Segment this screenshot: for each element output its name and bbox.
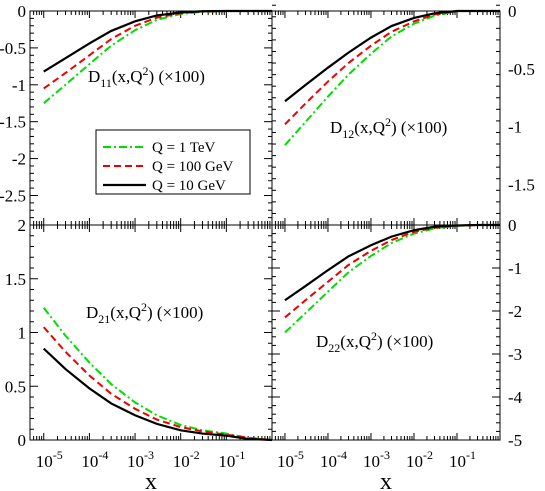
y-tick-label: 1 [18,324,27,343]
x-tick-label: 10-5 [277,448,304,471]
x-tick-label: 10-1 [218,448,245,471]
series-line [284,10,500,126]
series-line [284,224,500,319]
y-tick-label: -2.5 [0,186,26,205]
series-line [284,9,500,103]
y-tick-label: 0 [508,2,517,21]
y-tick-label: 0.5 [5,377,26,396]
y-tick-label: -2 [508,302,522,321]
panel-title: D22(x,Q2) (×100) [316,329,433,355]
legend: Q = 1 TeV Q = 100 GeV Q = 10 GeV [95,129,251,195]
y-tick-label: -1.5 [508,176,535,195]
y-tick-label: 1.5 [5,270,26,289]
series-line [284,223,500,302]
x-tick-label: 10-3 [363,448,390,471]
y-tick-label: -4 [508,388,523,407]
legend-box [95,129,251,195]
series-line [42,307,273,441]
y-tick-label: 2 [18,216,27,235]
legend-label: Q = 100 GeV [152,159,234,175]
panel-title: D21(x,Q2) (×100) [86,300,203,326]
x-tick-label: 10-4 [81,448,108,471]
y-tick-label: 0 [508,216,517,235]
y-tick-label: 0 [18,2,27,21]
x-tick-label: 10-1 [449,448,476,471]
series-line [43,9,272,73]
series-line [42,347,273,442]
panel-d22: 0 -1 -2 -3 -4 -5 D22(x,Q2) (×100) [271,216,523,450]
x-tick-label: 10-4 [320,448,347,471]
y-tick-label: -1 [508,259,522,278]
y-tick-label: -1 [12,76,26,95]
x-tick-label: 10-5 [36,448,63,471]
y-tick-label: -0.5 [0,39,26,58]
panel-title: D11(x,Q2) (×100) [88,64,205,90]
panel-d11: 0 -0.5 -1 -1.5 -2 -2.5 D11(x,Q2) (×100) [0,2,273,226]
x-axis-label: x [380,469,392,491]
x-tick-label: 10-3 [127,448,154,471]
panel-d12: 0 -0.5 -1 -1.5 D12(x,Q2) (×100) [271,2,535,226]
legend-label: Q = 10 GeV [152,178,226,194]
legend-label: Q = 1 TeV [152,140,216,156]
y-tick-label: -2 [12,150,26,169]
y-tick-label: 0 [18,431,27,450]
series-line [43,10,272,105]
panel-title: D12(x,Q2) (×100) [330,115,447,141]
y-tick-label: -1.5 [0,113,26,132]
x-tick-label: 10-2 [173,448,200,471]
panel-frame [29,224,273,441]
x-tick-label: 10-2 [406,448,433,471]
y-tick-label: -0.5 [508,60,535,79]
panel-d21: 0 0.5 1 1.5 2 D21(x,Q2) (×100) [5,216,273,450]
y-tick-label: -3 [508,345,522,364]
panel-frame [271,224,501,441]
y-tick-label: -1 [508,118,522,137]
x-axis-label: x [145,469,157,491]
y-tick-label: -5 [508,431,522,450]
